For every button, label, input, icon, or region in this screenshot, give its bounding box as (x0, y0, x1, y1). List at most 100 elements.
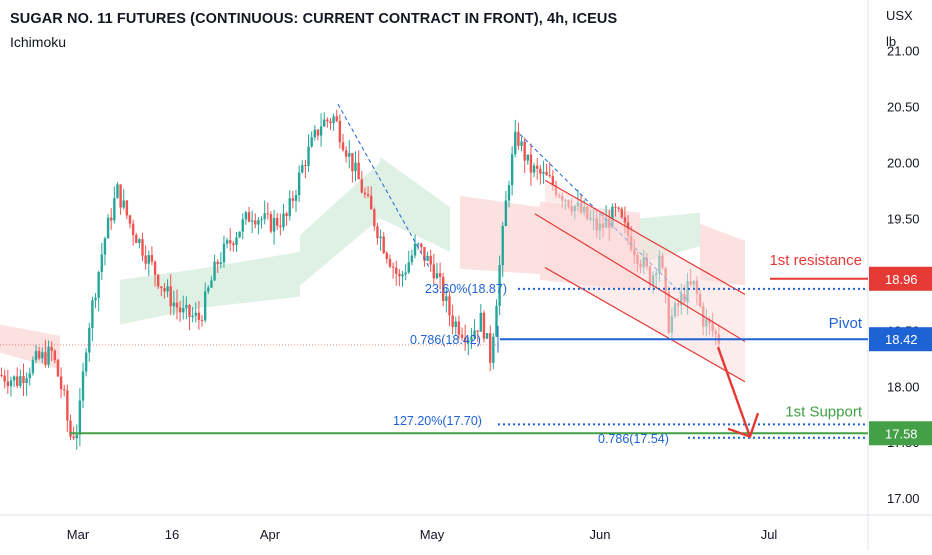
candle-body (119, 184, 122, 208)
candle-body (535, 165, 539, 169)
candle-body (438, 273, 442, 277)
candle-body (313, 129, 317, 138)
candle-body (410, 255, 414, 263)
candle-body (310, 137, 313, 147)
candle-body (363, 192, 367, 195)
candle-body (125, 200, 129, 216)
target-arrow-head (727, 412, 760, 439)
candle-body (545, 171, 548, 176)
fib-label-2: 0.786(18.42) (410, 333, 481, 347)
candle-body (254, 220, 257, 225)
candle-body (304, 165, 307, 167)
candle-body (34, 351, 38, 361)
candle-body (97, 271, 100, 298)
candle-body (229, 240, 232, 244)
candle-body (467, 340, 470, 343)
y-tick-1: 20.50 (887, 99, 920, 114)
candle-body (291, 198, 295, 201)
candle-body (197, 312, 201, 320)
candle-body (473, 330, 476, 338)
candle-body (75, 434, 78, 439)
candle-body (407, 262, 410, 273)
candle-body (623, 217, 627, 223)
candle-body (335, 116, 338, 121)
candle-body (301, 165, 304, 173)
candle-body (260, 219, 263, 221)
candle-body (12, 376, 16, 381)
x-tick-3: May (420, 527, 445, 542)
indicator-label[interactable]: Ichimoku (10, 34, 67, 50)
candle-body (175, 302, 179, 308)
candle-body (31, 360, 35, 374)
candle-body (200, 319, 204, 321)
candle-body (113, 198, 116, 221)
x-tick-1: 16 (165, 527, 179, 542)
candle-body (551, 176, 555, 186)
candle-body (482, 312, 486, 339)
candle-body (489, 333, 492, 363)
candle-body (266, 213, 270, 215)
price-tag-1 (869, 327, 932, 352)
candle-body (185, 304, 188, 308)
candle-body (423, 247, 426, 261)
candle-body (501, 226, 504, 266)
candle-body (235, 237, 238, 246)
y-tick-2: 20.00 (887, 155, 920, 170)
candle-body (517, 131, 520, 146)
candle-body (188, 304, 191, 318)
candle-body (16, 376, 19, 386)
candle-body (9, 380, 13, 387)
candle-body (404, 272, 407, 275)
candle-body (109, 217, 113, 221)
candle-body (514, 131, 517, 155)
candle-body (81, 371, 85, 401)
candle-body (498, 265, 501, 306)
candle-body (611, 206, 614, 228)
candle-body (160, 286, 163, 289)
candle-body (360, 179, 363, 193)
candle-body (28, 373, 31, 379)
target-arrow-shaft (716, 346, 752, 438)
candle-body (344, 150, 348, 157)
candle-body (25, 378, 28, 383)
candle-body (225, 240, 229, 244)
candle-body (263, 213, 266, 220)
candle-body (172, 302, 176, 307)
candle-body (448, 296, 451, 316)
cloud-segment-6 (460, 195, 540, 275)
candle-body (144, 255, 147, 264)
cloud-segment-4 (300, 162, 380, 286)
cloud-segment-5 (380, 156, 450, 252)
candle-body (88, 328, 91, 353)
cloud-segment-9 (700, 223, 745, 286)
candle-body (322, 119, 326, 127)
candle-body (210, 280, 213, 288)
candle-body (53, 350, 57, 361)
support-label: 1st Support (785, 403, 863, 420)
candle-body (288, 198, 291, 217)
candle-body (332, 116, 335, 124)
y-tick-3: 19.50 (887, 211, 920, 226)
candle-body (216, 261, 219, 265)
price-tag-text-1: 18.42 (885, 332, 918, 347)
candle-body (213, 261, 216, 281)
candle-body (297, 172, 301, 196)
x-tick-2: Apr (260, 527, 281, 542)
candle-body (398, 273, 401, 277)
candle-body (250, 220, 254, 222)
candle-body (413, 243, 417, 256)
candle-body (241, 219, 244, 232)
candle-body (614, 206, 617, 208)
candle-body (63, 389, 66, 391)
candle-body (369, 195, 373, 210)
candle-body (523, 141, 526, 161)
candle-body (269, 214, 273, 232)
candle-body (329, 121, 332, 124)
chart-title: SUGAR NO. 11 FUTURES (CONTINUOUS: CURREN… (10, 11, 618, 27)
candle-body (169, 286, 172, 307)
x-tick-0: Mar (67, 527, 90, 542)
candle-body (495, 305, 498, 337)
candle-body (454, 321, 457, 327)
